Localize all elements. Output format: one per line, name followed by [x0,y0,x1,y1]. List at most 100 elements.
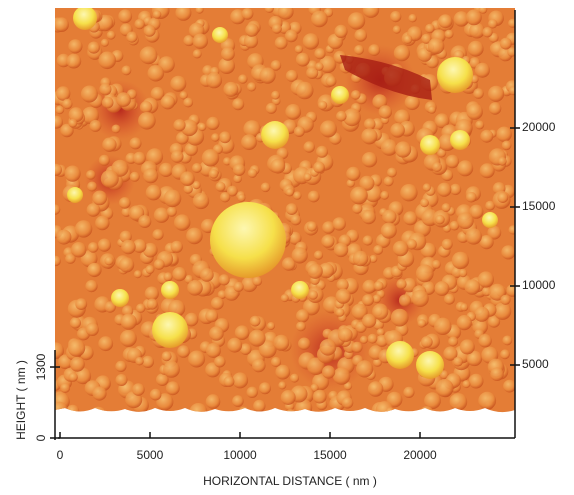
grain [134,19,144,29]
grain [172,267,186,281]
grain [502,336,512,346]
afm-surface [47,1,518,424]
particle [111,289,129,307]
grain [70,357,85,372]
grain [436,379,454,397]
grain [380,191,389,200]
grain [391,309,409,327]
grain [227,338,242,353]
grain [102,138,116,152]
x-tick-label: 5000 [137,448,164,462]
grain [89,120,101,132]
grain [350,187,368,205]
grain [294,126,305,137]
grain [496,127,511,142]
grain [200,268,214,282]
grain [146,185,162,201]
grain [420,406,434,420]
grain [309,290,318,299]
grain [286,203,298,215]
grain [500,38,512,50]
grain [445,30,454,39]
grain [70,317,81,328]
grain [457,160,473,176]
grain [120,330,137,347]
grain [69,373,78,382]
grain [232,98,244,110]
grain [188,351,205,368]
grain [363,235,373,245]
grain [497,192,508,203]
grain [245,23,258,36]
grain [293,191,301,199]
grain [65,166,81,182]
grain [373,245,383,255]
grain [362,152,377,167]
grain [175,5,191,21]
grain [281,294,289,302]
grain [134,270,142,278]
grain [102,97,114,109]
grain [148,65,165,82]
grain [163,361,180,378]
grain [403,35,412,44]
grain [278,4,294,20]
grain [403,387,414,398]
grain [196,6,204,14]
grain [66,54,81,69]
grain [247,387,258,398]
afm-figure: HORIZONTAL DISTANCE ( nm ) HEIGHT ( nm )… [0,0,574,495]
grain [221,47,235,61]
grain [435,215,445,225]
grain [459,269,467,277]
grain [271,91,280,100]
grain [354,45,364,55]
grain [453,357,463,367]
x-tick-label: 10000 [223,448,257,462]
grain [368,334,378,344]
grain [242,8,254,20]
grain [394,45,410,61]
grain [253,400,265,412]
grain [418,319,426,327]
grain [379,105,392,118]
grain [55,410,65,420]
grain [147,299,158,310]
grain [338,328,353,343]
grain [420,198,429,207]
grain [202,149,219,166]
grain [259,382,271,394]
grain [444,294,455,305]
grain [450,393,468,411]
grain [390,11,401,22]
grain [206,117,219,130]
grain [435,281,450,296]
grain [56,86,70,100]
grain [457,315,472,330]
grain [75,298,87,310]
grain [62,99,72,109]
grain [432,260,441,269]
grain [183,98,193,108]
grain [336,111,347,122]
grain [95,216,109,230]
grain [140,101,152,113]
grain [442,203,451,212]
grain [500,295,510,305]
grain [494,303,511,320]
grain [138,215,151,228]
grain [187,412,197,422]
grain [393,26,401,34]
grain [75,220,92,237]
grain [466,228,482,244]
grain [145,265,154,274]
grain [296,53,310,67]
grain [466,192,477,203]
grain [460,339,475,354]
grain [399,294,411,306]
grain [361,128,377,144]
particle [416,351,444,379]
grain [320,120,337,137]
grain [249,330,266,347]
grain [133,152,146,165]
